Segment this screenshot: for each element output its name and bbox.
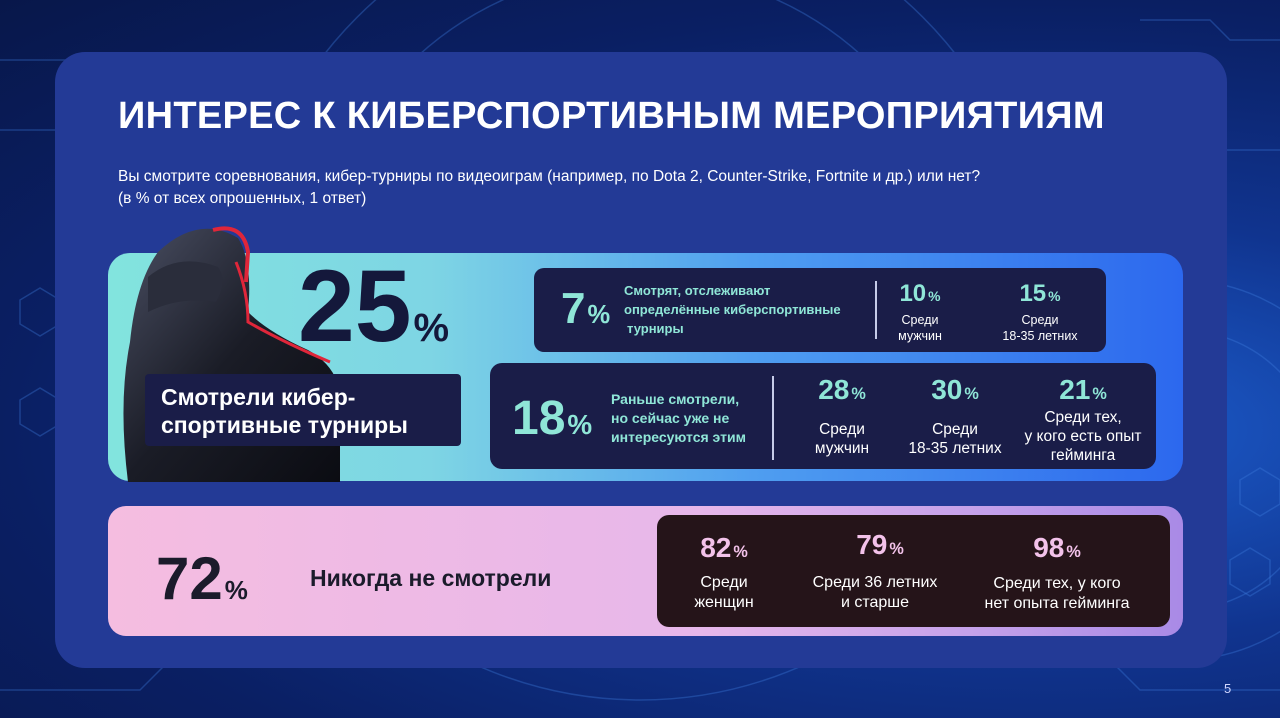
stat-caption: Среди мужчин (814, 421, 870, 457)
stat-value: 21% (1059, 374, 1107, 405)
former-viewers-percent: 18% (512, 393, 592, 451)
question-text: Вы смотрите соревнования, кибер-турниры … (118, 168, 981, 185)
description-line: Смотрят, отслеживают (624, 283, 771, 298)
percent-sign: % (587, 301, 611, 329)
never-watched-label: Никогда не смотрели (310, 565, 552, 591)
never-watched-value: 72 (156, 545, 223, 612)
former-viewers-description: Раньше смотрели, но сейчас уже не интере… (611, 390, 746, 447)
stat-caption: Среди 36 летних и старше (812, 574, 938, 611)
stat-caption: Среди мужчин (898, 313, 942, 343)
watched-label: Смотрели кибер- спортивные турниры (145, 374, 461, 446)
percent-sign: % (413, 306, 450, 350)
description-line: определённые киберспортивные (624, 302, 841, 317)
watched-total-percent: 25% (298, 255, 450, 378)
page-number: 5 (1224, 681, 1232, 696)
percent-sign: % (224, 575, 248, 605)
former-viewers-box (490, 363, 1156, 469)
former-viewers-value: 18 (512, 392, 566, 445)
percent-sign: % (567, 409, 593, 440)
divider (875, 281, 877, 339)
watched-total-value: 25 (298, 249, 412, 363)
description-line: Раньше смотрели, (611, 391, 740, 407)
stat-value: 79% (856, 529, 904, 560)
never-watched-breakdown-box (657, 515, 1170, 627)
description-line: интересуются этим (611, 429, 746, 445)
stat-caption: Среди женщин (694, 574, 754, 611)
stat-value: 98% (1033, 532, 1081, 563)
description-line: но сейчас уже не (611, 410, 730, 426)
divider (772, 376, 774, 460)
slide-title: ИНТЕРЕС К КИБЕРСПОРТИВНЫМ МЕРОПРИЯТИЯМ (118, 95, 1105, 137)
current-viewers-value: 7 (561, 284, 586, 333)
stat-caption: Среди 18-35 летних (1002, 313, 1078, 343)
watched-label-line2: спортивные турниры (161, 412, 408, 438)
stat-caption: Среди тех, у кого есть опыт гейминга (1024, 409, 1142, 464)
stat-value: 10% (899, 280, 941, 307)
stat-value: 28% (818, 374, 866, 405)
stat-value: 82% (700, 532, 748, 563)
question-note: (в % от всех опрошенных, 1 ответ) (118, 190, 367, 207)
stat-value: 30% (931, 374, 979, 405)
current-viewers-description: Смотрят, отслеживают определённые киберс… (624, 281, 841, 338)
stat-caption: Среди 18-35 летних (908, 421, 1002, 457)
stat-caption: Среди тех, у кого нет опыта гейминга (984, 575, 1130, 612)
current-viewers-percent: 7% (561, 285, 610, 339)
survey-question: Вы смотрите соревнования, кибер-турниры … (118, 166, 980, 210)
description-line: турниры (627, 321, 684, 336)
watched-label-line1: Смотрели кибер- (161, 384, 356, 410)
stat-value: 15% (1019, 280, 1061, 307)
current-viewers-box (534, 268, 1106, 352)
never-watched-percent: 72% (156, 546, 248, 623)
